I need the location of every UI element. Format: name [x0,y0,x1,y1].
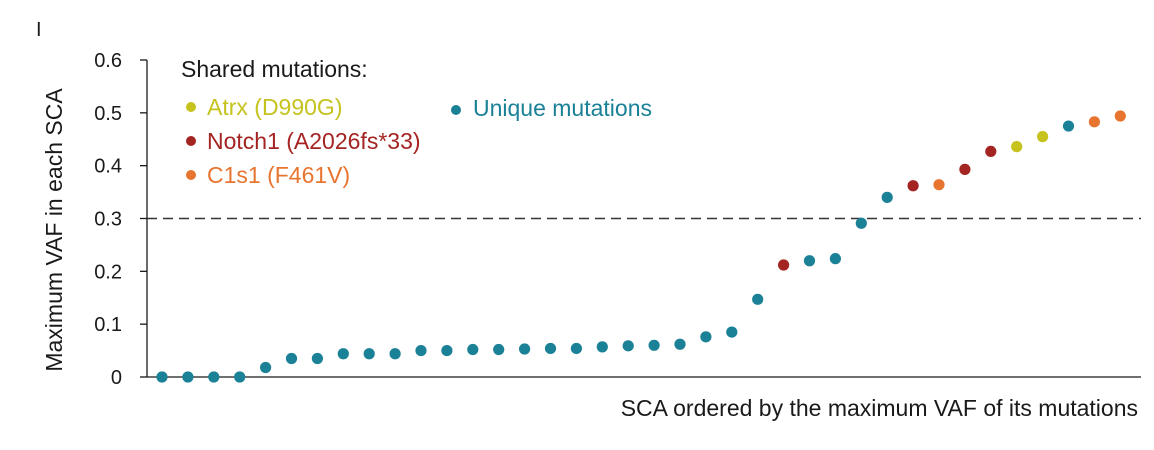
data-point-unique [182,371,194,383]
y-tick-label: 0.6 [94,50,122,72]
data-point-unique [467,343,479,356]
data-point-unique [829,253,842,265]
y-tick-label: 0.1 [94,314,122,336]
y-tick-label: 0.4 [94,156,122,178]
data-point-unique [285,352,298,365]
data-point-notch1 [907,180,919,192]
y-axis-title: Maximum VAF in each SCA [41,88,67,372]
y-tick-label: 0.2 [94,261,122,283]
data-point-unique [519,343,531,355]
legend-marker-notch1 [186,136,196,146]
y-tick-label: 0.5 [94,103,122,125]
data-point-unique [234,371,246,383]
data-point-unique [493,343,505,356]
data-point-atrx [1011,141,1023,153]
y-tick-label: 0.3 [94,209,122,231]
legend-label-c1s1: C1s1 (F461V) [207,162,350,188]
data-point-unique [544,342,557,355]
data-point-unique [156,371,168,383]
data-point-unique [596,341,608,353]
data-point-notch1 [959,163,971,175]
data-point-unique [1062,120,1075,132]
legend-label-notch1: Notch1 (A2026fs*33) [207,128,421,154]
data-point-unique [803,255,816,267]
data-point-c1s1 [933,179,945,191]
legend-marker-unique [451,105,461,115]
data-point-unique [260,361,272,374]
y-ticks: 0 0.1 0.2 0.3 0.4 0.5 0.6 [94,50,147,389]
x-axis-title: SCA ordered by the maximum VAF of its mu… [621,395,1138,421]
data-point-unique [855,217,867,229]
data-point-unique [881,191,893,203]
legend-marker-c1s1 [186,170,196,180]
legend-heading: Shared mutations: [181,56,368,82]
legend: Shared mutations: Atrx (D990G) Notch1 (A… [181,56,652,188]
data-point-notch1 [778,259,790,271]
data-points [156,110,1126,383]
data-point-unique [674,338,686,350]
data-point-unique [648,339,660,351]
data-point-unique [752,293,764,305]
y-tick-label: 0 [111,367,122,389]
data-point-unique [726,326,738,338]
data-point-unique [622,340,634,352]
data-point-atrx [1037,131,1049,143]
legend-label-atrx: Atrx (D990G) [207,94,342,120]
data-point-c1s1 [1114,110,1126,122]
data-point-unique [337,348,349,360]
data-point-notch1 [985,145,997,158]
data-point-unique [311,352,323,365]
data-point-unique [208,371,220,383]
data-point-unique [363,348,375,360]
data-point-c1s1 [1088,116,1100,128]
legend-label-unique: Unique mutations [473,95,652,121]
data-point-unique [700,331,712,343]
panel-label: I [36,19,42,41]
data-point-unique [441,344,453,357]
data-point-unique [415,344,427,357]
data-point-unique [570,342,583,355]
legend-marker-atrx [186,102,196,112]
data-point-unique [389,348,401,360]
